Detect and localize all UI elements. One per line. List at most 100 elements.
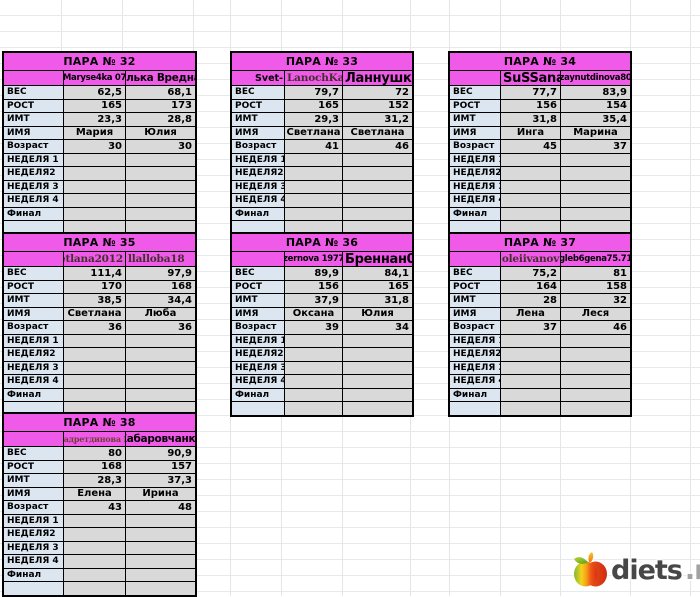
row-label: ИМЯ — [450, 126, 500, 139]
value-cell-1: 23,3 — [63, 113, 125, 126]
data-row: НЕДЕЛЯ2 — [232, 347, 412, 361]
pair-title: ПАРА № 38 — [63, 416, 136, 429]
row-label-empty — [4, 402, 63, 415]
value-cell-1 — [63, 402, 125, 415]
value-cell-2: 35,4 — [560, 113, 630, 126]
value-cell-1: 164 — [500, 280, 560, 293]
data-row: ИМЯ Елена Ирина — [4, 486, 195, 500]
row-label: ИМТ — [450, 113, 500, 126]
username-overflow-cell — [4, 432, 63, 446]
data-row: Финал — [232, 387, 412, 401]
value-cell-1: 31,8 — [500, 113, 560, 126]
value-cell-2: 168 — [125, 280, 195, 293]
data-row: НЕДЕЛЯ 3 — [232, 179, 412, 193]
value-cell-1: 165 — [284, 99, 342, 112]
value-cell-1: 156 — [284, 280, 342, 293]
pair-title: ПАРА № 35 — [63, 236, 136, 249]
row-label: ИМТ — [4, 294, 63, 307]
username-2: Юлька Вредная — [125, 71, 195, 85]
row-label: РОСТ — [4, 99, 63, 112]
value-cell-1: Елена — [63, 487, 125, 500]
value-cell-2: 157 — [125, 460, 195, 473]
value-cell-1 — [63, 388, 125, 401]
row-label: НЕДЕЛЯ 3 — [450, 180, 500, 193]
row-label: ВЕС — [232, 86, 284, 99]
value-cell-2: 31,8 — [342, 294, 412, 307]
value-cell-1 — [284, 361, 342, 374]
value-cell-1: Светлана — [284, 126, 342, 139]
value-cell-2: 90,9 — [125, 447, 195, 460]
value-cell-2: 154 — [560, 99, 630, 112]
data-row: ВЕС 89,9 84,1 — [232, 266, 412, 280]
data-row: НЕДЕЛЯ 1 — [4, 152, 195, 166]
pair-title-row: ПАРА № 37 — [450, 234, 630, 251]
row-label: РОСТ — [450, 280, 500, 293]
empty-row — [450, 401, 630, 415]
value-cell-1 — [500, 402, 560, 415]
username-1: LanochKa 1975 — [284, 71, 342, 85]
value-cell-2 — [342, 348, 412, 361]
row-label: РОСТ — [232, 99, 284, 112]
value-cell-1: 29,3 — [284, 113, 342, 126]
value-cell-1: 111,4 — [63, 267, 125, 280]
row-label: Финал — [450, 388, 500, 401]
value-cell-2 — [342, 167, 412, 180]
row-label: НЕДЕЛЯ2 — [450, 167, 500, 180]
value-cell-1 — [284, 348, 342, 361]
value-cell-2 — [560, 194, 630, 207]
data-row: Возраст 36 36 — [4, 320, 195, 334]
value-cell-1 — [500, 375, 560, 388]
value-cell-1 — [284, 167, 342, 180]
empty-row — [232, 401, 412, 415]
row-label: РОСТ — [4, 460, 63, 473]
value-cell-2: 68,1 — [125, 86, 195, 99]
row-label: Возраст — [4, 140, 63, 153]
row-label: НЕДЕЛЯ2 — [232, 167, 284, 180]
row-label: Возраст — [450, 321, 500, 334]
value-cell-2: Люба — [125, 307, 195, 320]
data-row: Финал — [450, 387, 630, 401]
value-cell-1: 28,3 — [63, 474, 125, 487]
value-cell-1 — [284, 388, 342, 401]
username-1: SuSSana — [500, 71, 560, 85]
username-overflow-cell — [450, 71, 500, 85]
row-label: ИМТ — [232, 113, 284, 126]
row-label-empty — [450, 402, 500, 415]
value-cell-2 — [125, 207, 195, 220]
value-cell-1: 168 — [63, 460, 125, 473]
data-row: ВЕС 62,5 68,1 — [4, 85, 195, 99]
row-label: ИМТ — [4, 113, 63, 126]
data-row: НЕДЕЛЯ 3 — [4, 179, 195, 193]
username-row: zernova 1977Бреннан03 — [232, 251, 412, 266]
username-2: Бреннан03 — [342, 252, 412, 266]
row-label: РОСТ — [450, 99, 500, 112]
data-row: ИМТ 29,3 31,2 — [232, 112, 412, 126]
data-row: НЕДЕЛЯ 1 — [450, 152, 630, 166]
value-cell-1 — [284, 207, 342, 220]
empty-row — [4, 401, 195, 415]
value-cell-1: 28 — [500, 294, 560, 307]
username-overflow-cell — [4, 252, 63, 266]
value-cell-2: 152 — [342, 99, 412, 112]
data-row: РОСТ 170 168 — [4, 279, 195, 293]
data-row: НЕДЕЛЯ 1 — [232, 333, 412, 347]
diets-logo[interactable]: diets.ru — [572, 549, 700, 591]
username-1: oleiivanov — [500, 252, 560, 266]
value-cell-1 — [63, 180, 125, 193]
data-row: ИМТ 37,9 31,8 — [232, 293, 412, 307]
data-row: ИМТ 28 32 — [450, 293, 630, 307]
username-1: Maryse4ka 07 — [63, 71, 125, 85]
row-label: Возраст — [4, 501, 63, 514]
value-cell-2: Леся — [560, 307, 630, 320]
value-cell-1: 79,7 — [284, 86, 342, 99]
row-label: НЕДЕЛЯ 1 — [4, 514, 63, 527]
data-row: НЕДЕЛЯ2 — [450, 166, 630, 180]
value-cell-2: 34,4 — [125, 294, 195, 307]
value-cell-2 — [560, 180, 630, 193]
data-row: НЕДЕЛЯ2 — [232, 166, 412, 180]
value-cell-2 — [342, 334, 412, 347]
data-row: ВЕС 80 90,9 — [4, 446, 195, 460]
value-cell-2 — [125, 402, 195, 415]
data-row: ВЕС 75,2 81 — [450, 266, 630, 280]
